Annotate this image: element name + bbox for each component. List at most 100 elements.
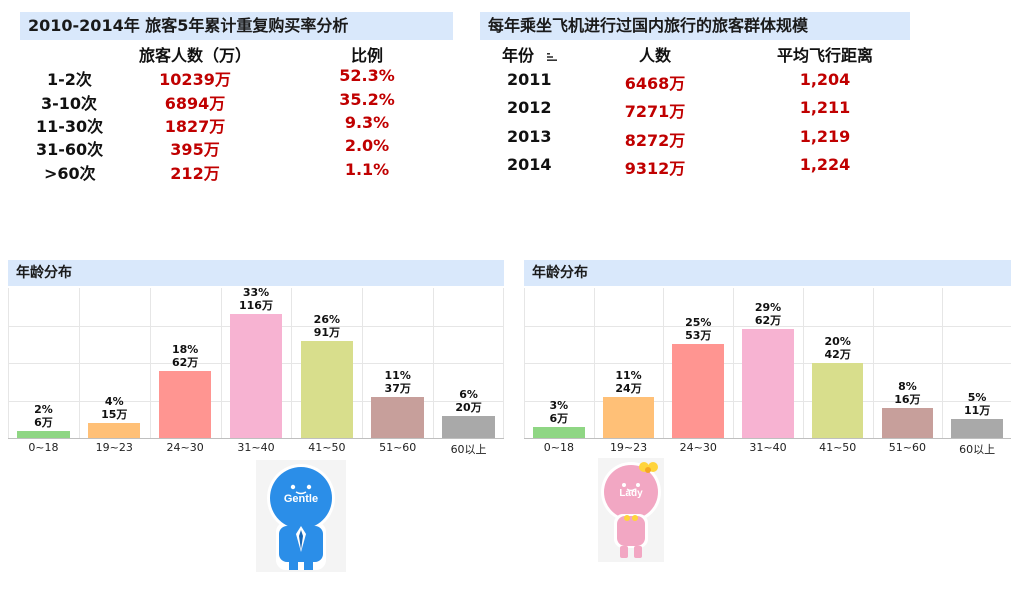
x-tick-label: 60以上 xyxy=(959,443,996,456)
row-year: 2011 xyxy=(507,70,552,89)
bar-count-label: 62万 xyxy=(754,314,782,328)
row-count: 6894万 xyxy=(164,94,226,113)
bar xyxy=(300,340,354,438)
row-count: 1827万 xyxy=(164,117,226,136)
row-distance: 1,219 xyxy=(799,127,851,146)
row-year: 2012 xyxy=(507,98,552,117)
row-count: 395万 xyxy=(170,140,220,159)
row-ratio: 35.2% xyxy=(339,90,395,109)
x-tick-label: 60以上 xyxy=(450,443,487,456)
bar-percent-label: 11% xyxy=(615,368,642,382)
row-year: 2014 xyxy=(507,155,552,174)
bar-percent-label: 33% xyxy=(242,286,270,300)
bar-data-label: 5% 11万 xyxy=(942,391,1011,417)
male-age-chart: 年龄分布 2% 6万 0~18 4% 15万 19~23 18% 62万 24~30 33% 116… xyxy=(8,260,504,460)
bar xyxy=(88,423,141,438)
bar-count-label: 6万 xyxy=(549,411,569,425)
row-ratio: 2.0% xyxy=(344,136,390,155)
bar xyxy=(17,430,70,438)
bar-percent-label: 18% xyxy=(171,342,199,356)
gentle-label: Gentle xyxy=(284,493,318,505)
bar-data-label: 29% 62万 xyxy=(733,301,803,327)
bar xyxy=(602,396,655,438)
bar-percent-label: 8% xyxy=(898,380,917,393)
x-axis xyxy=(524,438,1011,439)
bar xyxy=(811,363,864,438)
traveler-scale-title: 每年乘坐飞机进行过国内旅行的旅客群体规模 xyxy=(480,12,910,40)
repurchase-title: 2010-2014年 旅客5年累计重复购买率分析 xyxy=(20,12,453,40)
plot-area: 2% 6万 0~18 4% 15万 19~23 18% 62万 24~30 33% 116万 31~4… xyxy=(8,286,504,456)
row-people: 8272万 xyxy=(624,131,686,150)
x-axis xyxy=(8,438,504,439)
bar-percent-label: 25% xyxy=(685,316,712,330)
row-label: 1-2次 xyxy=(47,70,92,89)
bar-percent-label: 11% xyxy=(384,368,411,382)
row-distance: 1,204 xyxy=(799,70,851,89)
bar-count-label: 11万 xyxy=(963,404,991,418)
x-tick-label: 51~60 xyxy=(379,441,417,454)
col-year-header[interactable]: 年份 xyxy=(502,42,558,66)
bar-count-label: 42万 xyxy=(824,348,851,361)
bar-data-label: 26% 91万 xyxy=(291,313,362,339)
x-tick-label: 24~30 xyxy=(166,441,204,454)
bar-data-label: 4% 15万 xyxy=(79,395,150,421)
bar-data-label: 2% 6万 xyxy=(8,403,79,429)
lady-mascot: Lady xyxy=(598,458,664,562)
bar xyxy=(742,329,794,438)
row-ratio: 52.3% xyxy=(339,66,395,85)
bar-percent-label: 6% xyxy=(459,387,478,401)
x-tick-label: 41~50 xyxy=(308,441,346,454)
bar-percent-label: 20% xyxy=(824,335,851,348)
bar-data-label: 11% 24万 xyxy=(594,369,664,395)
bar-count-label: 62万 xyxy=(171,355,199,369)
x-tick-label: 24~30 xyxy=(679,441,717,454)
bar-count-label: 6万 xyxy=(34,415,53,429)
row-distance: 1,224 xyxy=(799,155,851,174)
bar-data-label: 25% 53万 xyxy=(663,316,733,342)
x-tick-label: 31~40 xyxy=(749,441,787,454)
sort-icon[interactable] xyxy=(546,51,558,63)
bar-count-label: 20万 xyxy=(455,400,482,414)
bar-data-label: 33% 116万 xyxy=(221,286,292,312)
bar xyxy=(371,396,424,438)
bar-data-label: 20% 42万 xyxy=(803,335,873,361)
col-distance-header: 平均飞行距离 xyxy=(776,46,874,65)
bar xyxy=(672,344,725,438)
plot-area: 3% 6万 0~18 11% 24万 19~23 25% 53万 24~30 29% 62万 31~4… xyxy=(524,288,1011,456)
female-age-chart: 年龄分布 3% 6万 0~18 11% 24万 19~23 25% 53万 24~30 29% 62… xyxy=(524,260,1011,460)
row-count: 212万 xyxy=(170,164,220,183)
bar xyxy=(229,314,283,438)
bar-data-label: 18% 62万 xyxy=(150,343,221,369)
bar-count-label: 91万 xyxy=(313,325,340,339)
lady-label: Lady xyxy=(619,488,643,499)
bar-count-label: 15万 xyxy=(101,408,128,421)
bar xyxy=(158,370,212,438)
row-year: 2013 xyxy=(507,127,552,146)
row-label: 11-30次 xyxy=(36,117,104,136)
bar xyxy=(881,408,934,438)
row-people: 6468万 xyxy=(624,74,686,93)
x-tick-label: 0~18 xyxy=(543,441,574,454)
repurchase-table: 旅客人数（万） 比例 1-2次 10239万 52.3% 3-10次 6894万… xyxy=(0,0,480,200)
bar-count-label: 53万 xyxy=(685,329,712,343)
bar-data-label: 11% 37万 xyxy=(362,369,433,395)
col-ratio-header: 比例 xyxy=(350,46,384,65)
bar-percent-label: 29% xyxy=(754,301,782,315)
x-tick-label: 31~40 xyxy=(237,441,275,454)
x-tick-label: 41~50 xyxy=(819,441,857,454)
row-label: >60次 xyxy=(44,164,96,183)
x-tick-label: 51~60 xyxy=(888,441,927,454)
bar-count-label: 37万 xyxy=(384,381,411,395)
bar-count-label: 116万 xyxy=(239,299,273,313)
chart-title: 年龄分布 xyxy=(524,260,1011,286)
col-count-header: 旅客人数（万） xyxy=(138,46,252,65)
col-year-label: 年份 xyxy=(502,46,535,65)
row-people: 7271万 xyxy=(624,102,686,121)
traveler-scale-table: 年份 人数 平均飞行距离 2011 6468万 1,204 2012 7271万… xyxy=(0,0,1011,200)
bar-data-label: 3% 6万 xyxy=(524,399,594,425)
gentle-mascot: Gentle xyxy=(256,460,346,572)
x-tick-label: 19~23 xyxy=(95,441,133,454)
x-tick-label: 0~18 xyxy=(28,441,59,454)
bar xyxy=(533,426,585,438)
chart-title: 年龄分布 xyxy=(8,260,504,286)
